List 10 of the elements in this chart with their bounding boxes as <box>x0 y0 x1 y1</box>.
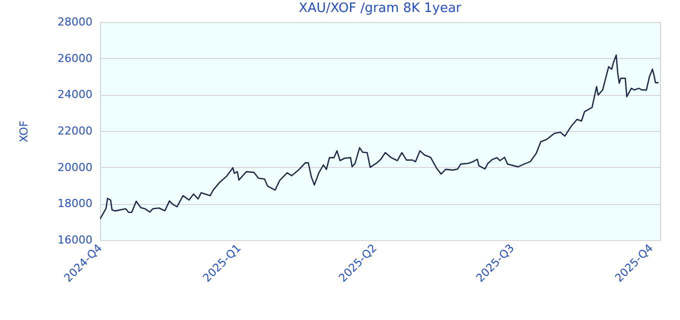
y-tick-label: 22000 <box>58 124 92 138</box>
y-tick-label: 16000 <box>58 234 92 246</box>
y-tick-label: 18000 <box>58 197 92 210</box>
line-series <box>100 54 660 220</box>
y-tick-label: 26000 <box>58 52 92 65</box>
chart-title: XAU/XOF /gram 8K 1year <box>298 1 462 16</box>
y-tick-label: 28000 <box>58 16 92 28</box>
y-axis-title: XOF <box>18 120 31 142</box>
y-tick-label: 24000 <box>58 88 92 102</box>
y-tick-label: 20000 <box>58 160 92 174</box>
